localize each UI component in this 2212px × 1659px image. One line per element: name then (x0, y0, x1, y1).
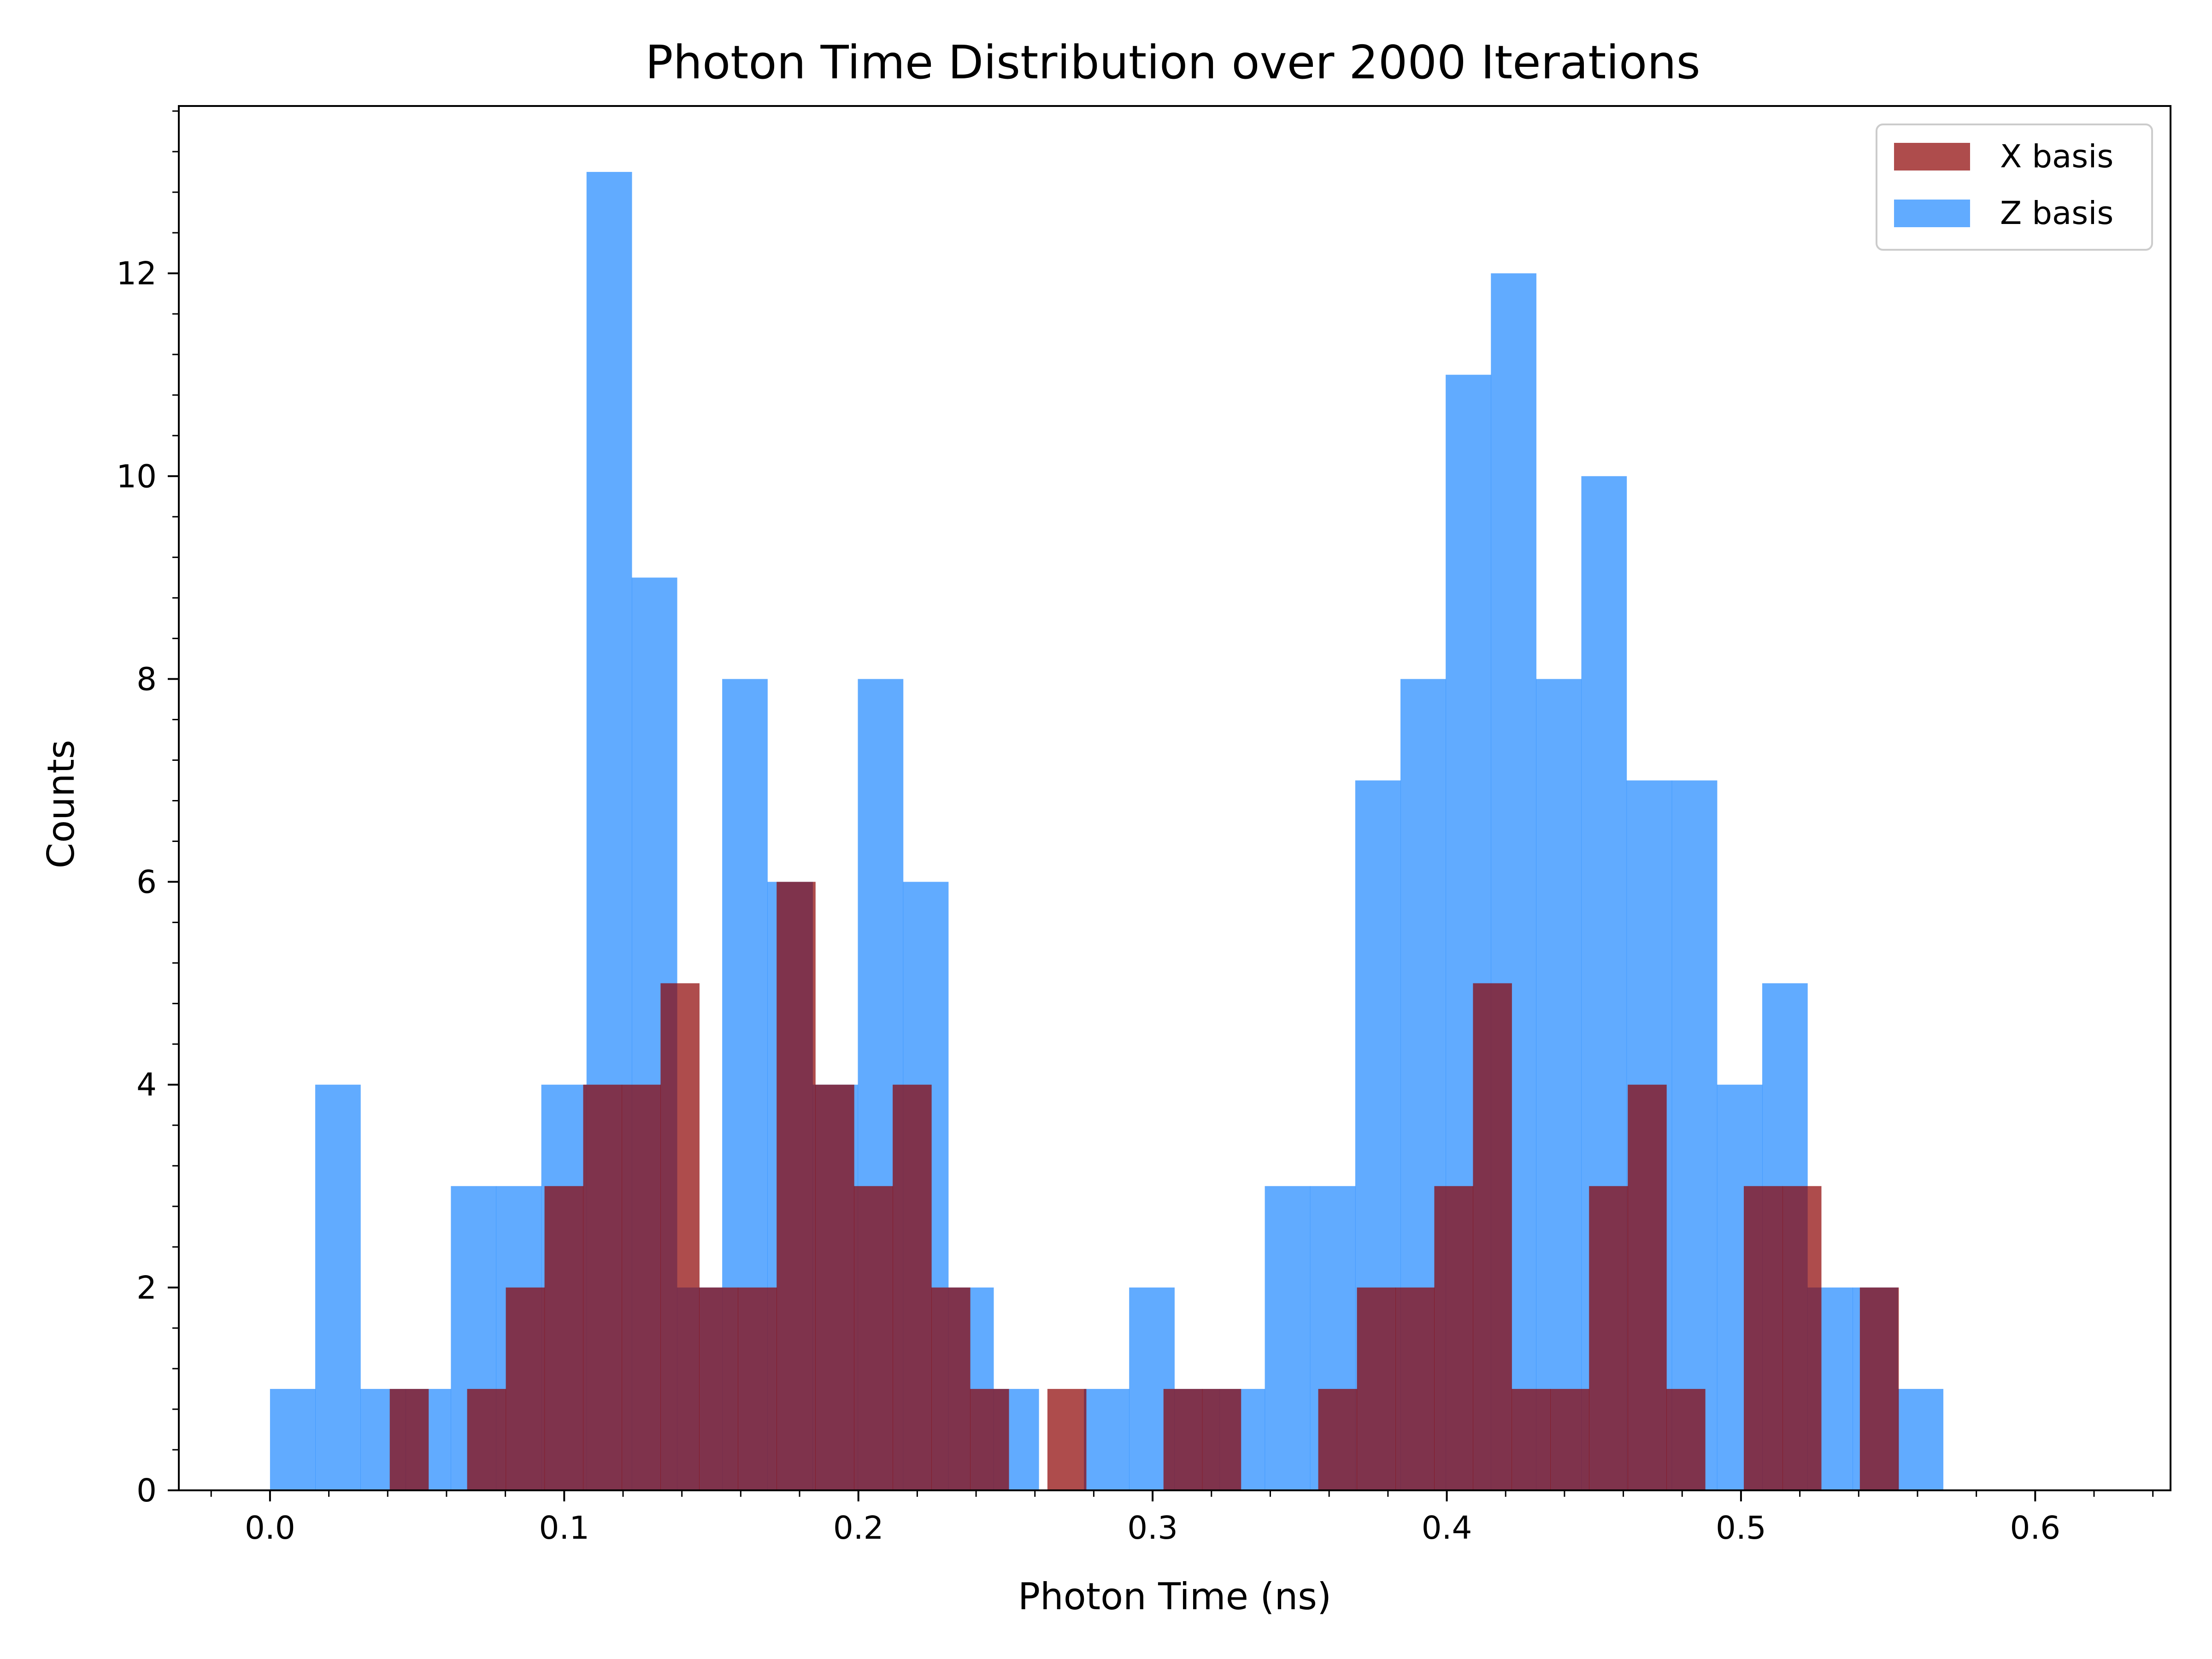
bar-x-basis-24 (1318, 1388, 1358, 1490)
y-axis-ticks: 0 2 4 6 8 10 12 (116, 110, 179, 1509)
bar-x-basis-9 (738, 1287, 777, 1490)
legend-label-x-basis: X basis (2000, 138, 2113, 175)
bar-z-basis-18 (1084, 1388, 1130, 1490)
bar-x-basis-11 (815, 1084, 854, 1490)
bar-x-basis-20 (1163, 1388, 1203, 1490)
bar-x-basis-2 (467, 1388, 506, 1490)
bar-x-basis-21 (1202, 1388, 1241, 1490)
bar-x-basis-5 (583, 1084, 623, 1490)
x-tick-label: 0.1 (539, 1510, 589, 1547)
bar-x-basis-3 (506, 1287, 545, 1490)
bar-x-basis-8 (699, 1287, 738, 1490)
y-tick-label: 10 (116, 458, 157, 495)
bar-z-basis-36 (1898, 1388, 1944, 1490)
bar-x-basis-28 (1473, 983, 1512, 1490)
x-tick-label: 0.5 (1716, 1510, 1766, 1547)
bar-x-basis-6 (622, 1084, 661, 1490)
bar-x-basis-31 (1589, 1186, 1628, 1490)
bar-z-basis-0 (270, 1388, 316, 1490)
x-tick-label: 0.4 (1422, 1510, 1472, 1547)
y-tick-label: 6 (136, 864, 157, 901)
legend-swatch-z-basis (1894, 200, 1970, 227)
bar-x-basis-15 (970, 1388, 1009, 1490)
bar-x-basis-4 (544, 1186, 584, 1490)
plot-frame (178, 105, 2171, 1491)
y-tick-label: 0 (136, 1472, 157, 1509)
bar-x-basis-17 (1047, 1388, 1087, 1490)
bar-x-basis-38 (1859, 1287, 1899, 1490)
chart-title: Photon Time Distribution over 2000 Itera… (645, 35, 1700, 89)
bar-x-basis-33 (1666, 1388, 1706, 1490)
bar-x-basis-0 (389, 1388, 429, 1490)
bar-z-basis-1 (315, 1084, 361, 1490)
bar-x-basis-12 (854, 1186, 893, 1490)
x-axis-label: Photon Time (ns) (1018, 1575, 1331, 1618)
bar-x-basis-26 (1395, 1287, 1435, 1490)
bar-x-basis-30 (1550, 1388, 1589, 1490)
x-tick-label: 0.0 (245, 1510, 295, 1547)
legend: X basis Z basis (1876, 124, 2153, 251)
bar-x-basis-13 (893, 1084, 932, 1490)
x-tick-label: 0.2 (833, 1510, 884, 1547)
series-x-basis (389, 882, 1899, 1490)
bar-x-basis-14 (931, 1287, 971, 1490)
legend-swatch-x-basis (1894, 143, 1970, 171)
bar-x-basis-25 (1357, 1287, 1396, 1490)
bar-z-basis-28 (1536, 679, 1582, 1490)
legend-label-z-basis: Z basis (2000, 195, 2113, 232)
x-tick-label: 0.3 (1127, 1510, 1178, 1547)
bar-x-basis-27 (1434, 1186, 1473, 1490)
y-tick-label: 12 (116, 255, 157, 292)
bar-x-basis-7 (660, 983, 700, 1490)
bar-x-basis-32 (1628, 1084, 1667, 1490)
y-tick-label: 2 (136, 1270, 157, 1306)
bar-x-basis-36 (1782, 1186, 1822, 1490)
y-axis-label: Counts (40, 740, 82, 868)
bar-z-basis-31 (1671, 780, 1718, 1490)
x-axis-ticks: 0.0 0.1 0.2 0.3 0.4 0.5 0.6 (210, 1490, 2154, 1547)
y-tick-label: 8 (136, 661, 157, 698)
bar-z-basis-22 (1265, 1186, 1311, 1490)
bar-x-basis-35 (1743, 1186, 1783, 1490)
y-tick-label: 4 (136, 1067, 157, 1104)
x-tick-label: 0.6 (2010, 1510, 2060, 1547)
bar-x-basis-10 (777, 882, 816, 1490)
bar-x-basis-29 (1512, 1388, 1551, 1490)
